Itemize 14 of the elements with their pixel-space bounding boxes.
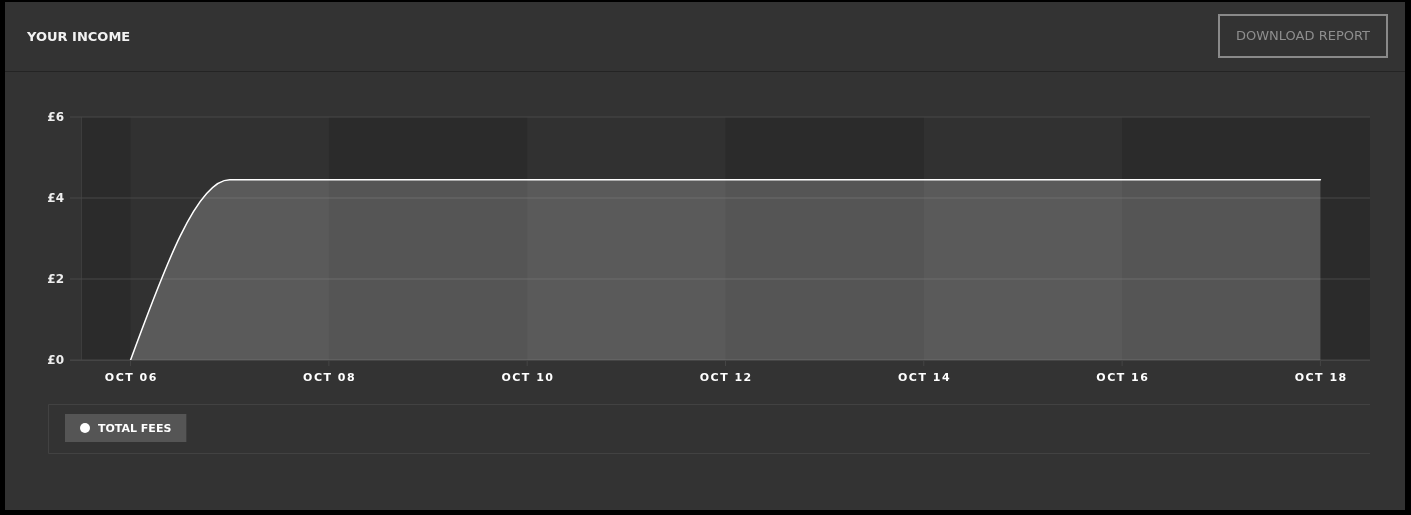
x-tick-label: OCT 06 <box>104 371 158 384</box>
download-report-button[interactable]: DOWNLOAD REPORT <box>1218 14 1388 58</box>
x-tick-label: OCT 18 <box>1294 371 1348 384</box>
y-tick-label: £4 <box>47 191 64 205</box>
x-tick-label: OCT 10 <box>501 371 555 384</box>
legend-label: TOTAL FEES <box>98 422 172 435</box>
y-tick-label: £6 <box>47 110 64 124</box>
chart-title: YOUR INCOME <box>26 29 131 44</box>
x-tick-label: OCT 12 <box>699 371 753 384</box>
y-tick-label: £0 <box>47 353 64 367</box>
x-tick-label: OCT 16 <box>1096 371 1150 384</box>
x-tick-label: OCT 14 <box>898 371 952 384</box>
y-tick-label: £2 <box>47 272 64 286</box>
x-tick-label: OCT 08 <box>303 371 357 384</box>
